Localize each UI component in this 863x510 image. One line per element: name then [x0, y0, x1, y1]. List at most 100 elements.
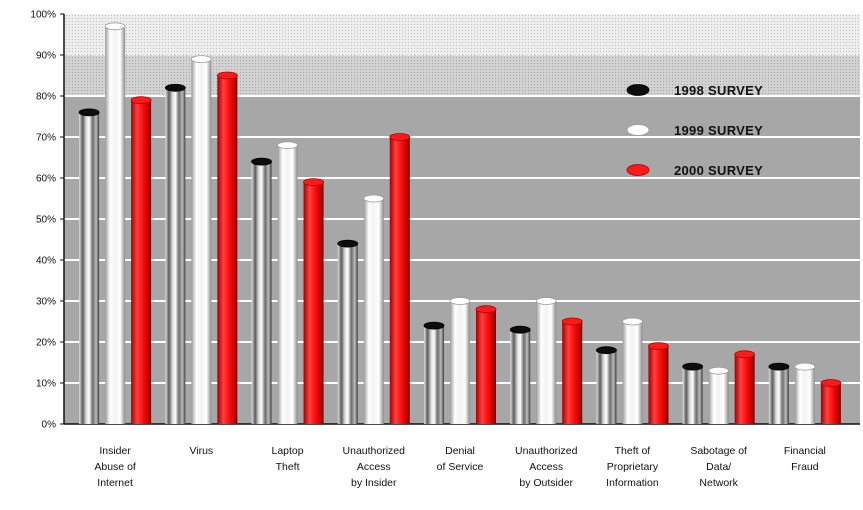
x-tick-label: Theft of Proprietary Information — [606, 445, 659, 489]
y-tick-label: 20% — [36, 338, 56, 349]
bar-body — [79, 112, 100, 425]
bar-2000-0 — [130, 96, 152, 424]
y-tick-label: 50% — [36, 215, 56, 226]
bar-body — [682, 366, 703, 424]
x-tick-label: Unauthorized Access by Outsider — [515, 445, 578, 489]
legend-swatch — [626, 124, 650, 136]
bar-1999-2 — [277, 141, 298, 424]
bar-body — [708, 370, 729, 424]
legend-label: 1998 SURVEY — [674, 83, 763, 98]
legend-swatch — [626, 164, 650, 176]
legend-item-1998: 1998 SURVEY — [626, 83, 763, 98]
bar-cap — [622, 317, 643, 326]
y-tick-label: 70% — [36, 133, 56, 144]
bar-1998-8 — [768, 362, 790, 424]
bar-body — [476, 309, 496, 424]
bar-body — [217, 75, 238, 424]
bar-body — [450, 301, 470, 424]
bar-body — [424, 325, 444, 424]
x-tick-label: Denial of Service — [437, 445, 484, 473]
x-tick-label: Unauthorized Access by Insider — [343, 445, 406, 489]
y-tick-label: 0% — [42, 420, 57, 431]
bar-1998-6 — [596, 346, 617, 424]
bar-cap — [277, 141, 298, 150]
legend-label: 1999 SURVEY — [674, 123, 763, 138]
bar-cap — [104, 22, 126, 31]
bar-body — [303, 182, 324, 424]
bar-1999-8 — [794, 362, 816, 424]
bar-body — [648, 346, 669, 424]
y-tick-label: 60% — [36, 174, 56, 185]
bar-1998-7 — [682, 362, 704, 424]
y-tick-label: 80% — [36, 92, 56, 103]
x-tick-label: Financial Fraud — [784, 445, 826, 473]
bar-1998-3 — [337, 239, 359, 424]
bar-cap — [130, 96, 152, 104]
bar-cap — [768, 362, 790, 371]
bar-2000-5 — [561, 317, 583, 424]
bar-2000-8 — [820, 379, 842, 424]
bar-body — [596, 350, 617, 424]
bar-body — [622, 321, 643, 424]
y-tick-label: 30% — [36, 297, 56, 308]
bar-cap — [337, 239, 359, 248]
bar-cap — [682, 362, 704, 371]
bar-cap — [596, 346, 617, 355]
bar-body — [277, 145, 298, 424]
bar-cap — [423, 321, 445, 330]
bar-1998-2 — [251, 157, 272, 424]
bar-1998-0 — [78, 108, 100, 425]
bar-cap — [363, 194, 385, 203]
x-tick-label: Virus — [189, 445, 213, 457]
legend-item-2000: 2000 SURVEY — [626, 163, 763, 178]
bar-body — [510, 329, 531, 424]
bar-cap — [561, 317, 583, 326]
bar-cap — [303, 178, 324, 187]
bar-body — [389, 137, 410, 424]
y-tick-label: 100% — [30, 10, 56, 21]
bar-cap — [648, 342, 669, 351]
bar-2000-2 — [303, 178, 324, 424]
bar-2000-7 — [734, 350, 756, 424]
bar-1999-0 — [104, 22, 126, 425]
bar-body — [251, 161, 272, 424]
bar-1999-7 — [708, 366, 730, 424]
bar-cap — [449, 297, 471, 305]
bar-body — [768, 366, 789, 424]
bar-1999-5 — [535, 297, 557, 424]
bar-1999-4 — [449, 297, 471, 424]
bar-1999-3 — [363, 194, 385, 424]
bar-body — [131, 100, 152, 424]
bar-1998-5 — [509, 325, 531, 424]
bar-body — [165, 87, 186, 425]
bar-cap — [734, 350, 756, 359]
bar-body — [734, 354, 755, 424]
x-tick-label: Sabotage of Data/Network — [690, 445, 747, 489]
bar-cap — [535, 297, 557, 305]
legend-label: 2000 SURVEY — [674, 163, 763, 178]
bar-body — [191, 59, 212, 424]
bar-body — [105, 26, 126, 425]
bar-1999-1 — [190, 55, 212, 424]
bar-2000-1 — [216, 71, 238, 424]
bar-cap — [190, 55, 212, 63]
bar-1998-4 — [423, 321, 445, 424]
bar-cap — [509, 325, 531, 334]
y-tick-label: 90% — [36, 51, 56, 62]
bar-cap — [820, 379, 842, 387]
x-tick-label: Laptop Theft — [271, 445, 303, 473]
bar-1998-1 — [164, 83, 186, 425]
x-tick-label: Insider Abuse of Internet — [94, 445, 136, 489]
y-tick-label: 40% — [36, 256, 56, 267]
bar-2000-6 — [648, 342, 669, 424]
bar-body — [536, 301, 557, 424]
bar-cap — [164, 83, 186, 92]
bar-cap — [794, 362, 816, 371]
bar-cap — [78, 108, 100, 117]
background-band-upper — [64, 14, 860, 55]
bar-body — [820, 383, 841, 424]
bar-cap — [708, 366, 730, 375]
bar-body — [562, 321, 583, 424]
bar-1999-6 — [622, 317, 643, 424]
